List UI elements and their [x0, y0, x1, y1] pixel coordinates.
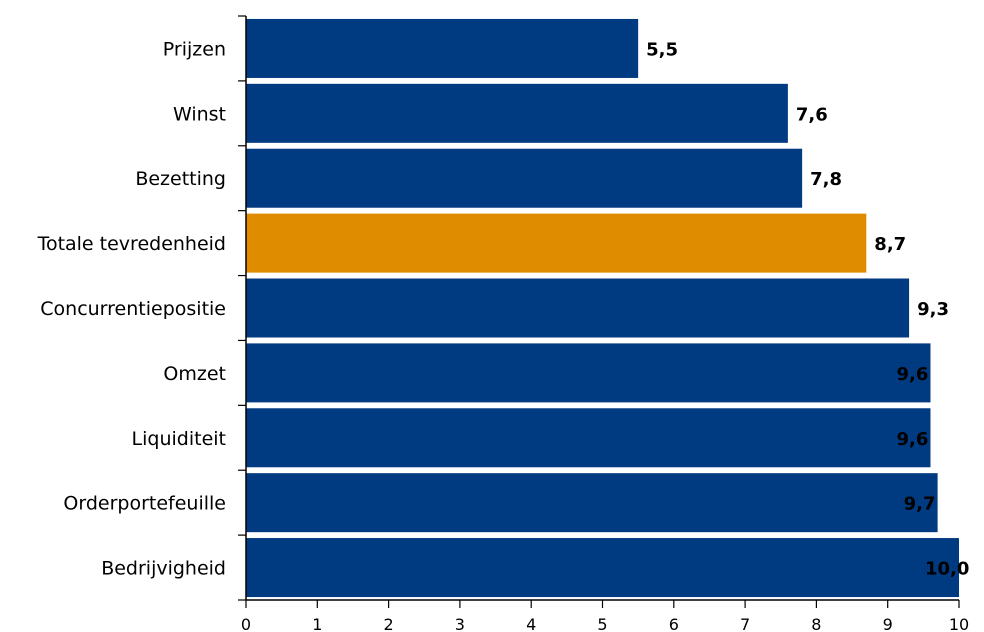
- category-label: Totale tevredenheid: [37, 233, 226, 255]
- bars-group: [246, 18, 959, 598]
- bar: [246, 18, 639, 78]
- x-tick-label: 8: [811, 615, 821, 632]
- bar: [246, 213, 867, 273]
- x-tick-label: 10: [949, 615, 969, 632]
- data-label: 9,3: [917, 299, 949, 320]
- category-labels: Prijzen Winst Bezetting Totale tevredenheid…: [37, 38, 226, 579]
- axes-group: 0 1 2 3 4 5 6 7 8 9 10: [238, 15, 969, 632]
- bar: [246, 538, 959, 598]
- bar: [246, 148, 803, 208]
- data-label: 9,6: [896, 364, 928, 385]
- data-label: 5,5: [646, 39, 678, 60]
- x-tick-label: 5: [597, 615, 607, 632]
- data-label: 9,7: [904, 494, 936, 515]
- bar: [246, 83, 788, 143]
- x-tick-label: 9: [883, 615, 893, 632]
- data-label: 10,0: [925, 559, 969, 580]
- category-label: Winst: [173, 103, 226, 125]
- category-label: Liquiditeit: [132, 428, 226, 450]
- category-label: Bezetting: [135, 168, 226, 190]
- data-label: 7,6: [796, 104, 828, 125]
- x-tick-label: 6: [669, 615, 679, 632]
- x-tick-label: 3: [455, 615, 465, 632]
- x-tick-label: 4: [526, 615, 536, 632]
- data-label: 7,8: [810, 169, 842, 190]
- data-label: 9,6: [896, 429, 928, 450]
- x-tick-label: 7: [740, 615, 750, 632]
- category-label: Concurrentiepositie: [40, 298, 226, 320]
- bar: [246, 408, 931, 468]
- data-label: 8,7: [874, 234, 906, 255]
- bar: [246, 278, 910, 338]
- category-label: Prijzen: [163, 38, 226, 60]
- x-tick-label: 1: [312, 615, 322, 632]
- category-label: Omzet: [163, 363, 226, 385]
- category-label: Orderportefeuille: [63, 493, 226, 515]
- bar: [246, 473, 938, 533]
- x-tick-label: 0: [241, 615, 251, 632]
- bar: [246, 343, 931, 403]
- data-labels: 5,5 7,6 7,8 8,7 9,3 9,6 9,6 9,7 10,0: [646, 39, 969, 579]
- x-tick-label: 2: [384, 615, 394, 632]
- category-label: Bedrijvigheid: [101, 558, 226, 580]
